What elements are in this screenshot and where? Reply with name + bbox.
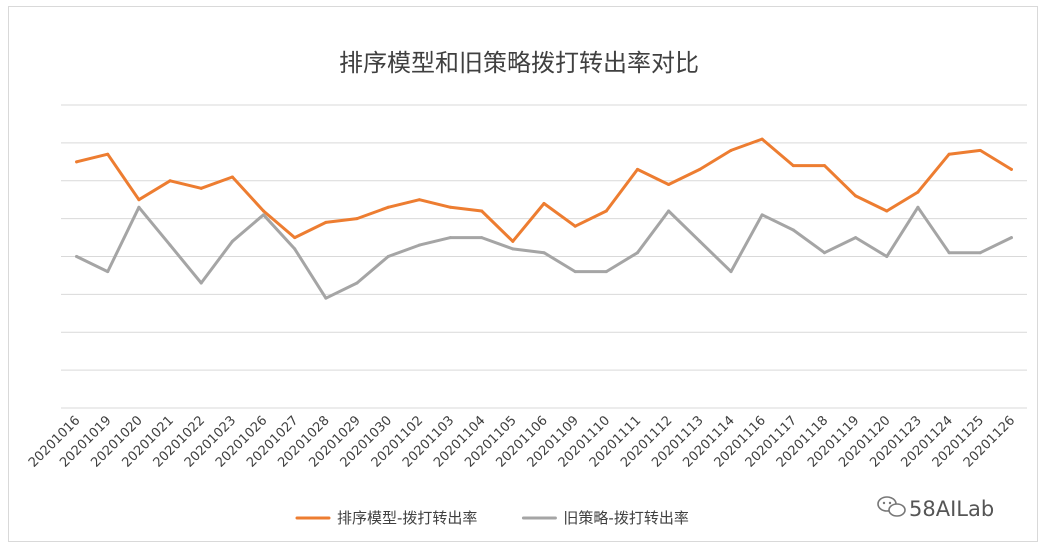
- data-point: [760, 137, 764, 141]
- data-point: [230, 175, 234, 179]
- data-point: [854, 236, 858, 240]
- data-point: [885, 255, 889, 258]
- data-point: [822, 164, 826, 168]
- data-point: [729, 270, 733, 274]
- data-point: [262, 213, 266, 217]
- data-point: [916, 190, 920, 194]
- data-point: [262, 209, 266, 213]
- data-point: [230, 239, 234, 243]
- data-point: [604, 270, 608, 274]
- data-point: [75, 160, 79, 164]
- data-point: [293, 236, 297, 240]
- data-point: [106, 152, 110, 156]
- data-point: [573, 224, 577, 228]
- data-point: [137, 205, 141, 209]
- data-point: [978, 251, 982, 255]
- data-point: [542, 201, 546, 205]
- data-point: [449, 236, 453, 240]
- data-point: [760, 213, 764, 217]
- data-point: [978, 148, 982, 152]
- watermark-text: 58AILab: [909, 497, 994, 521]
- legend: 排序模型-拨打转出率 旧策略-拨打转出率: [295, 509, 689, 527]
- data-point: [635, 167, 639, 171]
- line-chart: 排序模型和旧策略拨打转出率对比 202010162020101920201020…: [26, 49, 1027, 527]
- data-point: [199, 186, 203, 190]
- data-point: [386, 255, 390, 258]
- data-point: [324, 296, 328, 300]
- data-point: [137, 198, 141, 202]
- data-point: [199, 281, 203, 285]
- data-point: [417, 198, 421, 202]
- data-point: [542, 251, 546, 255]
- data-point: [947, 152, 951, 156]
- series-line-1: [75, 137, 1013, 243]
- data-point: [449, 205, 453, 209]
- data-point: [324, 220, 328, 224]
- data-point: [729, 148, 733, 152]
- data-point: [355, 281, 359, 285]
- data-point: [293, 247, 297, 251]
- data-point: [511, 247, 515, 251]
- data-point: [916, 205, 920, 209]
- data-point: [698, 239, 702, 243]
- series-layer: [75, 137, 1013, 300]
- data-point: [511, 239, 515, 243]
- data-point: [635, 251, 639, 255]
- data-point: [386, 205, 390, 209]
- data-point: [698, 167, 702, 171]
- data-point: [75, 255, 79, 258]
- data-point: [106, 270, 110, 274]
- data-point: [417, 243, 421, 247]
- data-point: [480, 236, 484, 240]
- data-point: [1009, 167, 1013, 171]
- wechat-icon: [877, 496, 906, 517]
- data-point: [604, 209, 608, 213]
- gridlines: [61, 104, 1027, 409]
- data-point: [854, 194, 858, 198]
- data-point: [168, 179, 172, 183]
- data-point: [791, 164, 795, 168]
- x-axis-ticks: 2020101620201019202010202020102120201022…: [26, 413, 1018, 470]
- watermark: 58AILab: [877, 496, 994, 521]
- data-point: [573, 270, 577, 274]
- data-point: [480, 209, 484, 213]
- data-point: [168, 243, 172, 247]
- chart-frame: 排序模型和旧策略拨打转出率对比 20201016 20201019 20201020…: [8, 6, 1038, 542]
- legend-label-1: 排序模型-拨打转出率: [337, 509, 477, 527]
- data-point: [355, 217, 359, 221]
- data-point: [822, 251, 826, 255]
- data-point: [791, 228, 795, 232]
- data-point: [947, 251, 951, 255]
- chart-title: 排序模型和旧策略拨打转出率对比: [339, 49, 699, 77]
- data-point: [667, 183, 671, 187]
- legend-label-2: 旧策略-拨打转出率: [563, 509, 688, 527]
- data-point: [1009, 236, 1013, 240]
- data-point: [885, 209, 889, 213]
- data-point: [667, 209, 671, 213]
